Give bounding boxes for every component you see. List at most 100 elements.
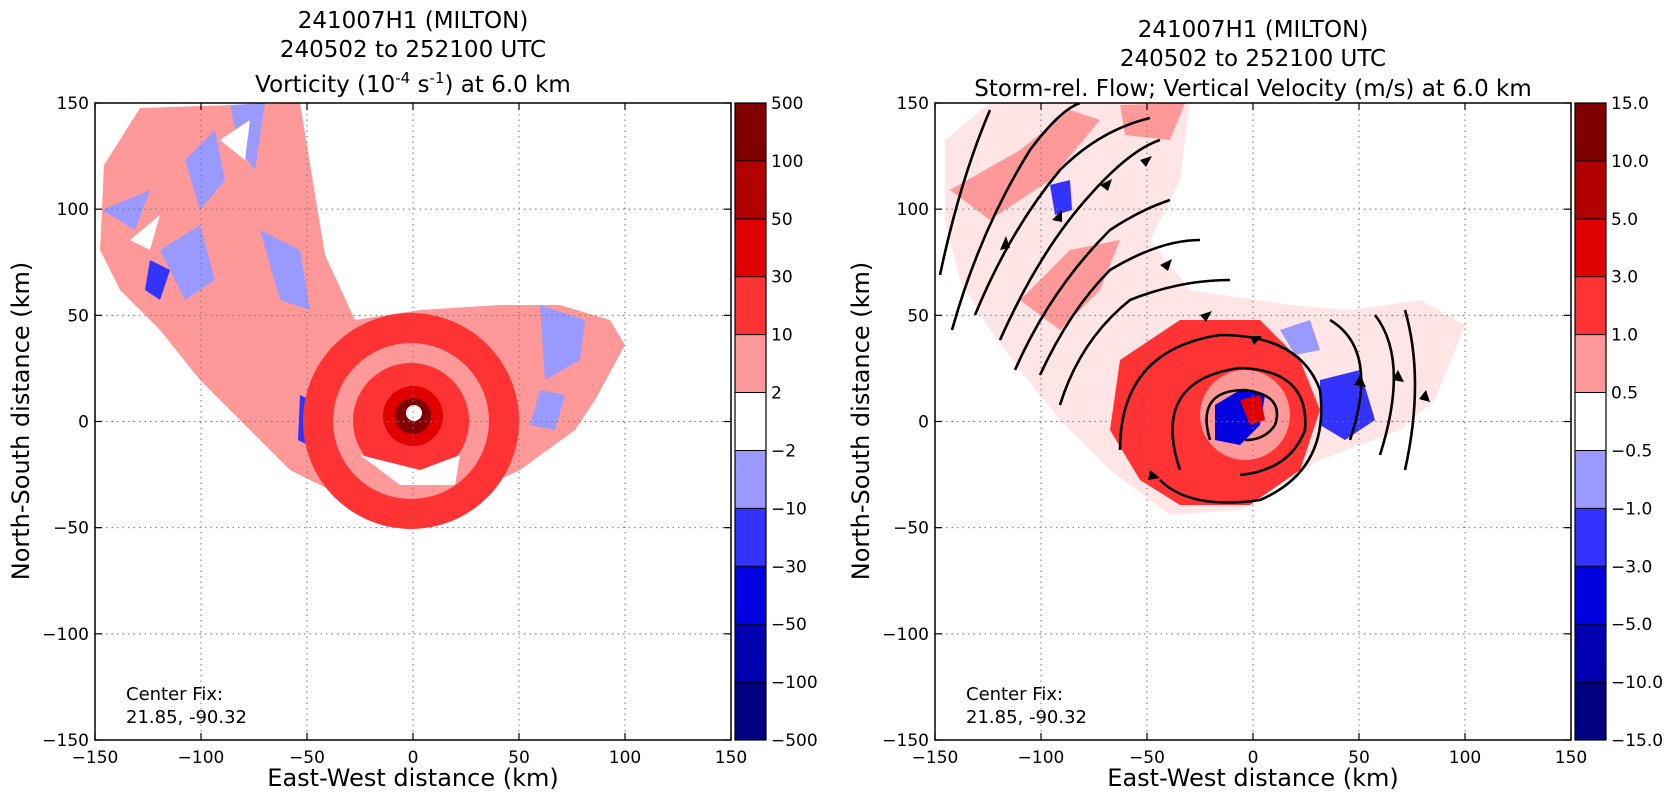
- x-tick-label: 150: [715, 748, 747, 768]
- streamline: [1118, 333, 1323, 504]
- velocity-streamline-arrows: [1000, 156, 1430, 480]
- arrow: [1354, 375, 1366, 387]
- colorbar-level-label: 15.0: [1611, 94, 1649, 114]
- y-tick-label: −50: [53, 519, 89, 539]
- velocity-grid: [935, 103, 1571, 740]
- velocity-updraft-band: [950, 110, 1100, 220]
- velocity-title-line3: Storm-rel. Flow; Vertical Velocity (m/s)…: [974, 76, 1532, 102]
- vorticity-neg-streak: [540, 305, 585, 380]
- colorbar-level-label: 0.5: [1611, 384, 1638, 404]
- streamline: [1205, 388, 1279, 442]
- x-tick-label: −100: [1018, 748, 1065, 768]
- velocity-colorbar: 15.0 10.0 5.0 3.0 1.0 0.5 −0.5 −1.0 −3.0 −5.0 −10.…: [1574, 94, 1663, 751]
- vorticity-gap: [360, 455, 460, 485]
- arrow: [1052, 210, 1062, 222]
- streamline: [1373, 314, 1396, 456]
- colorbar-level-label: −15.0: [1611, 731, 1663, 751]
- vorticity-grid: [95, 103, 731, 740]
- colorbar-swatch: [735, 103, 766, 162]
- colorbar-swatch: [735, 392, 766, 451]
- y-tick-label: 150: [57, 94, 89, 114]
- vorticity-neg-streak: [260, 230, 310, 310]
- velocity-core-updraft: [1240, 395, 1265, 425]
- colorbar-level-label: −500: [771, 731, 818, 751]
- streamline: [1329, 318, 1363, 441]
- y-tick-label: 0: [918, 413, 929, 433]
- x-tick-label: −150: [912, 748, 959, 768]
- colorbar-level-label: −3.0: [1611, 557, 1652, 577]
- colorbar-swatch: [1575, 276, 1606, 336]
- arrow: [1140, 156, 1152, 167]
- vorticity-neg-streak: [530, 390, 565, 430]
- colorbar-level-label: 10: [771, 326, 793, 346]
- y-tick-label: −100: [42, 625, 89, 645]
- streamline: [998, 138, 1161, 341]
- y-tick-label: −150: [882, 731, 929, 751]
- vorticity-title-line3: Vorticity (10-4 s-1) at 6.0 km: [255, 69, 571, 98]
- colorbar-level-label: 1.0: [1611, 326, 1638, 346]
- colorbar-swatch: [1575, 103, 1606, 162]
- streamline: [973, 116, 1151, 316]
- y-tick-label: 100: [57, 200, 89, 220]
- vorticity-title-sup2: -1: [430, 69, 445, 87]
- vorticity-y-ticks: 150 100 50 0 −50 −100 −150: [42, 94, 731, 751]
- vorticity-colorbar: 500 100 50 30 10 2 −2 −10 −30 −50 −100 −500: [734, 94, 818, 751]
- colorbar-swatch: [735, 508, 766, 567]
- arrow: [1250, 336, 1262, 345]
- streamline: [938, 109, 992, 276]
- arrow: [1200, 311, 1212, 322]
- x-tick-label: −50: [289, 748, 325, 768]
- x-tick-label: 0: [408, 748, 419, 768]
- colorbar-swatch: [1575, 160, 1606, 220]
- vorticity-x-axis-label: East-West distance (km): [267, 764, 558, 792]
- velocity-center-fix-label: Center Fix:: [966, 684, 1063, 705]
- colorbar-swatch: [1575, 566, 1606, 625]
- velocity-updraft-band: [1120, 103, 1185, 140]
- colorbar-level-label: 30: [771, 268, 793, 288]
- x-tick-label: 150: [1555, 748, 1587, 768]
- vorticity-neg-streak: [102, 190, 150, 230]
- vorticity-title-line2: 240502 to 252100 UTC: [280, 37, 546, 63]
- vorticity-y-axis-label: North-South distance (km): [7, 262, 35, 581]
- y-tick-label: 100: [897, 200, 929, 220]
- streamline: [1058, 278, 1231, 406]
- arrow: [1148, 470, 1160, 480]
- colorbar-frame: [1574, 102, 1607, 741]
- colorbar-swatch: [735, 276, 766, 336]
- velocity-updraft-band: [1020, 240, 1120, 330]
- colorbar-level-label: −2: [771, 441, 796, 461]
- colorbar-swatch: [735, 334, 766, 394]
- colorbar-level-label: 500: [771, 94, 803, 114]
- y-tick-label: 50: [67, 306, 89, 326]
- x-tick-label: 100: [609, 748, 641, 768]
- colorbar-swatch: [1575, 624, 1606, 683]
- colorbar-swatch: [735, 682, 766, 741]
- x-tick-label: −50: [1129, 748, 1165, 768]
- colorbar-level-label: 50: [771, 210, 793, 230]
- x-tick-label: 0: [1248, 748, 1259, 768]
- x-tick-label: 100: [1449, 748, 1481, 768]
- velocity-x-ticks: −150 −100 −50 0 50 100 150: [912, 103, 1587, 768]
- colorbar-swatch: [1575, 392, 1606, 451]
- vorticity-neg-core: [145, 260, 170, 300]
- colorbar-swatch: [735, 624, 766, 683]
- arrow: [1160, 259, 1172, 271]
- colorbar-swatch: [1575, 334, 1606, 394]
- colorbar-level-label: 10.0: [1611, 152, 1649, 172]
- streamline: [1171, 366, 1307, 477]
- vorticity-title-post: ) at 6.0 km: [445, 72, 571, 98]
- streamline: [1038, 238, 1201, 376]
- colorbar-level-label: −5.0: [1611, 615, 1652, 635]
- vorticity-title-mid: s: [410, 72, 429, 98]
- streamline: [950, 103, 1081, 331]
- colorbar-swatch: [1575, 218, 1606, 278]
- colorbar-level-label: −100: [771, 673, 818, 693]
- arrow: [1000, 236, 1010, 250]
- colorbar-swatch: [735, 160, 766, 220]
- velocity-downdraft: [1050, 180, 1072, 215]
- velocity-panel: 241007H1 (MILTON) 240502 to 252100 UTC S…: [847, 17, 1663, 792]
- arrow: [1419, 390, 1430, 402]
- vorticity-field: [100, 103, 625, 529]
- arrow: [1392, 370, 1404, 382]
- x-tick-label: 50: [1348, 748, 1370, 768]
